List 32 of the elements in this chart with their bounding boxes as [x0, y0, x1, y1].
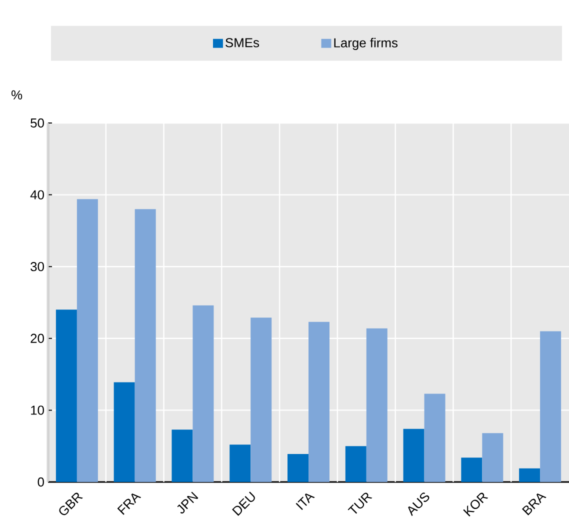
- bar: [134, 209, 156, 482]
- x-tick-label: FRA: [117, 494, 142, 515]
- bar: [114, 382, 135, 482]
- bar: [540, 331, 562, 482]
- bar: [56, 310, 77, 482]
- bar: [345, 446, 366, 482]
- y-tick-label: 50: [30, 118, 44, 128]
- legend-label: Large firms: [334, 38, 398, 50]
- bar: [424, 394, 446, 482]
- bar: [230, 444, 251, 482]
- bar: [366, 328, 388, 482]
- x-tick-label: TUR: [348, 492, 372, 514]
- y-tick-label: 0: [38, 477, 44, 487]
- y-axis-title: %: [12, 90, 22, 100]
- bar: [482, 433, 504, 482]
- bar: [250, 318, 272, 482]
- bar: [461, 458, 482, 482]
- bar: [519, 468, 540, 482]
- y-tick-label: 10: [31, 406, 44, 415]
- x-tick-label: BRA: [522, 494, 546, 516]
- y-tick-label: 30: [30, 262, 44, 272]
- x-tick-label: ITA: [296, 494, 315, 510]
- x-tick-label: JPN: [177, 492, 198, 514]
- bar: [76, 199, 98, 482]
- bar: [288, 454, 308, 482]
- bar: [308, 322, 330, 482]
- bar: [403, 428, 424, 482]
- bar: [192, 305, 214, 482]
- y-tick-label: 20: [30, 334, 44, 343]
- legend-label: SMEs: [226, 38, 260, 48]
- bar: [172, 430, 193, 482]
- y-tick-label: 40: [30, 190, 44, 200]
